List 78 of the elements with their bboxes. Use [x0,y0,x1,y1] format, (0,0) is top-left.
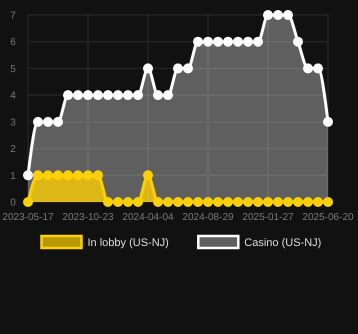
point [33,116,43,127]
point [123,197,133,207]
point [323,197,333,207]
point [313,197,323,207]
point [183,63,193,74]
legend-label: Casino (US-NJ) [244,237,322,249]
point [243,36,253,47]
point [143,63,153,74]
y-tick-label: 5 [10,64,16,75]
x-tick-label: 2025-01-27 [242,212,294,223]
point [133,197,143,207]
point [153,197,163,207]
point [113,90,123,100]
point [63,170,73,180]
point [93,170,103,180]
point [263,197,273,207]
point [323,116,333,127]
point [193,36,203,47]
point [143,170,153,180]
point [53,170,63,180]
point [33,170,43,180]
point [163,197,173,207]
point [133,90,143,100]
x-tick-label: 2025-06-20 [302,212,354,223]
point [83,170,93,180]
point [303,63,313,74]
point [213,36,223,47]
x-tick-label: 2023-10-23 [62,212,114,223]
point [163,90,173,100]
point [223,36,233,47]
point [73,170,83,180]
point [73,90,83,100]
point [283,197,293,207]
point [53,116,63,127]
y-tick-label: 0 [10,198,16,208]
point [63,90,73,100]
point [213,197,223,207]
point [93,90,103,100]
point [123,90,133,100]
y-tick-label: 6 [10,37,16,48]
y-tick-label: 1 [10,170,16,182]
point [273,197,283,207]
point [273,10,283,20]
point [203,36,213,47]
point [253,197,263,207]
point [263,10,273,20]
x-tick-label: 2024-04-04 [122,212,174,223]
point [183,197,193,207]
point [313,63,323,74]
y-tick-label: 2 [10,144,16,156]
point [153,90,163,100]
x-tick-label: 2024-08-29 [182,212,234,223]
point [83,90,93,100]
point [193,197,203,207]
point [43,116,53,127]
point [293,197,303,207]
x-tick-label: 2023-05-17 [2,212,54,223]
point [103,197,113,207]
point [253,36,263,47]
point [233,197,243,207]
point [23,170,33,180]
point [233,36,243,47]
point [43,170,53,180]
point [303,197,313,207]
point [293,36,303,47]
legend-label: In lobby (US-NJ) [88,237,169,249]
y-tick-label: 7 [10,10,16,22]
point [23,197,33,207]
point [283,10,293,20]
point [223,197,233,207]
point [203,197,213,207]
y-tick-label: 3 [10,117,16,128]
point [103,90,113,100]
point [173,63,183,74]
point [173,197,183,207]
y-tick-label: 4 [10,90,16,102]
point [113,197,123,207]
point [243,197,253,207]
